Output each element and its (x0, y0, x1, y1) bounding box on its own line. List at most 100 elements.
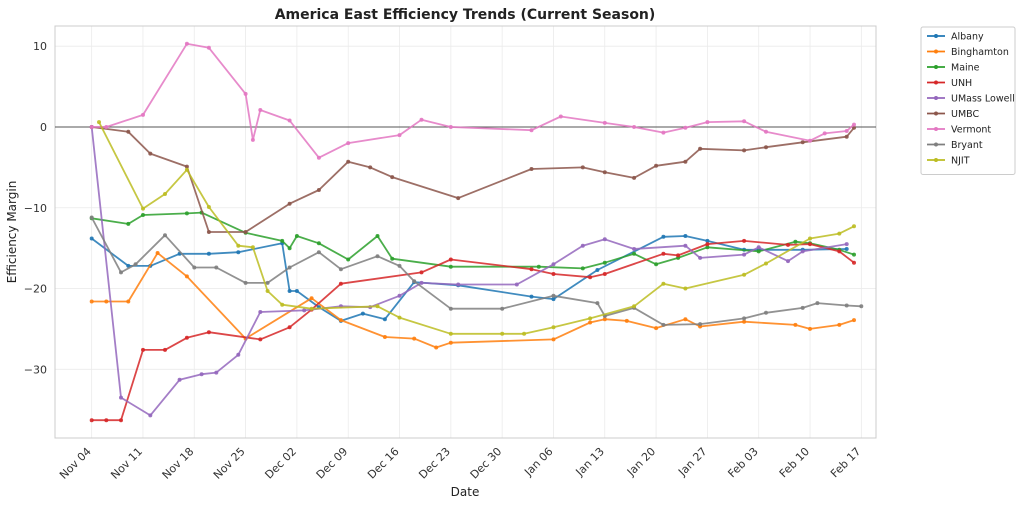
data-point-umass-lowell (844, 242, 849, 247)
data-point-albany (89, 236, 94, 241)
x-tick-label: Nov 11 (108, 445, 145, 482)
legend-label: Maine (951, 63, 980, 74)
data-point-bryant (397, 263, 402, 268)
x-tick-label: Feb 17 (828, 445, 863, 480)
data-point-bryant (214, 265, 219, 270)
data-point-umass-lowell (786, 259, 790, 264)
x-tick-label: Dec 09 (314, 445, 351, 482)
data-point-unh (786, 242, 790, 247)
data-point-unh (419, 270, 424, 275)
data-point-njit (250, 245, 255, 250)
data-point-njit (448, 331, 453, 336)
data-point-bryant (815, 301, 820, 306)
data-point-umbc (390, 175, 395, 180)
data-point-bryant (133, 262, 138, 267)
data-point-njit (661, 281, 666, 286)
data-point-unh (661, 251, 666, 256)
data-point-albany (551, 297, 556, 302)
data-point-albany (529, 294, 534, 299)
data-point-umbc (529, 167, 534, 171)
data-point-njit (97, 120, 101, 125)
data-point-vermont (705, 120, 710, 125)
data-point-vermont (141, 112, 145, 117)
data-point-umbc (184, 164, 189, 169)
data-point-vermont (764, 129, 768, 134)
data-point-vermont (287, 118, 292, 123)
data-point-albany (236, 250, 241, 255)
data-point-maine (390, 256, 395, 261)
data-point-binghamton (338, 318, 343, 323)
data-point-umass-lowell (177, 377, 182, 382)
data-point-umbc (206, 230, 211, 234)
data-point-vermont (258, 108, 263, 112)
data-point-njit (837, 231, 842, 236)
data-point-umass-lowell (551, 262, 556, 267)
data-point-unh (837, 249, 842, 254)
data-point-umass-lowell (742, 252, 747, 257)
data-point-njit (632, 304, 637, 309)
legend-label: Binghamton (951, 47, 1009, 58)
data-point-maine (294, 234, 299, 238)
data-point-umbc (683, 159, 688, 164)
data-point-umass-lowell (119, 395, 123, 400)
data-point-unh (163, 347, 167, 352)
data-point-njit (808, 236, 812, 241)
data-point-vermont (632, 125, 637, 129)
data-point-unh (551, 272, 556, 276)
x-axis-label: Date (451, 485, 480, 499)
legend-label: Vermont (951, 125, 991, 136)
data-point-unh (287, 325, 292, 330)
chart-title: America East Efficiency Trends (Current … (275, 7, 656, 23)
data-point-maine (852, 252, 856, 257)
data-point-bryant (859, 304, 864, 309)
data-point-binghamton (654, 326, 659, 331)
x-tick-label: Feb 10 (777, 445, 812, 480)
legend-box (920, 26, 1016, 175)
data-point-vermont (852, 122, 856, 127)
data-point-umbc (764, 145, 768, 150)
data-point-bryant (89, 215, 94, 220)
data-point-vermont (243, 91, 248, 96)
data-point-maine (346, 257, 351, 262)
data-point-bryant (265, 280, 270, 285)
data-point-unh (705, 242, 710, 247)
data-point-maine (375, 234, 380, 238)
y-axis-label: Efficiency Margin (5, 181, 19, 284)
legend-swatch-marker (934, 111, 938, 116)
data-point-maine (580, 266, 585, 271)
legend-swatch-marker (934, 34, 938, 38)
data-point-bryant (375, 254, 380, 259)
data-point-bryant (287, 265, 292, 270)
x-tick-label: Feb 03 (725, 445, 760, 480)
plot-background (55, 26, 876, 438)
x-tick-label: Nov 04 (57, 445, 94, 482)
series-line-umbc (91, 126, 855, 233)
data-point-binghamton (837, 322, 842, 327)
data-point-albany (294, 289, 299, 293)
data-point-bryant (698, 322, 703, 327)
data-point-njit (309, 306, 314, 311)
data-point-umbc (580, 165, 585, 170)
data-point-binghamton (793, 322, 798, 327)
data-point-umass-lowell (214, 370, 219, 375)
y-tick-label: −20 (24, 283, 47, 296)
x-tick-label: Dec 23 (416, 445, 453, 482)
legend: Albany Binghamton Maine UNH UMass Lowell UMBC… (920, 26, 1016, 175)
series-line-umass-lowell (90, 126, 847, 417)
y-tick-label: −30 (24, 363, 47, 376)
data-point-albany (661, 234, 666, 239)
data-point-maine (316, 241, 321, 246)
data-point-vermont (104, 125, 109, 129)
data-point-binghamton (551, 337, 556, 342)
data-point-unh (448, 257, 453, 262)
data-point-binghamton (624, 318, 629, 323)
data-point-vermont (448, 125, 453, 129)
data-point-bryant (764, 310, 768, 315)
plot-area: Nov 04 Nov 11 Nov 18 Nov 25 Dec 02 Dec 09 Dec … (24, 25, 877, 482)
data-point-vermont (397, 133, 402, 138)
data-point-unh (104, 418, 109, 423)
data-point-umass-lowell (800, 249, 805, 254)
x-tick-label: Nov 18 (160, 445, 197, 482)
data-point-binghamton (309, 296, 314, 301)
